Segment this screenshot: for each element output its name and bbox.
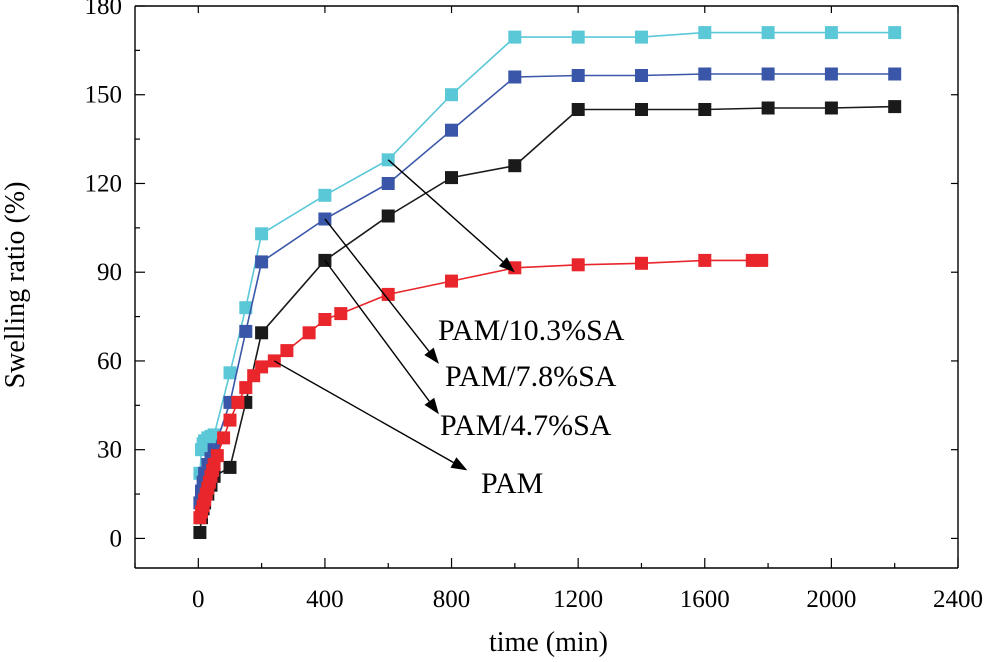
annotation-label: PAM/10.3%SA (438, 314, 625, 347)
y-axis-title: Swelling ratio (%) (0, 182, 31, 389)
data-point (217, 431, 231, 445)
y-tick-label: 0 (110, 525, 123, 552)
x-tick-label: 0 (192, 586, 205, 613)
data-point (824, 67, 838, 81)
annotation-label: PAM/4.7%SA (440, 409, 612, 442)
data-point (635, 30, 648, 44)
annotation-arrow-line (387, 159, 504, 263)
annotation: PAM/10.3%SA (387, 159, 625, 347)
x-tick-label: 1200 (553, 586, 603, 613)
data-point (318, 313, 332, 326)
data-point (698, 253, 712, 267)
data-point (239, 324, 253, 338)
data-point (302, 326, 316, 340)
annotation: PAM/7.8%SA (324, 218, 617, 393)
y-tick-label: 30 (97, 437, 122, 464)
data-point (445, 88, 458, 102)
x-tick-label: 800 (433, 586, 471, 613)
annotation-label: PAM/7.8%SA (445, 360, 617, 393)
y-tick-label: 150 (85, 82, 123, 109)
data-point (571, 103, 585, 116)
x-tick-label: 1600 (680, 586, 730, 613)
y-tick-label: 120 (85, 170, 123, 197)
data-point (571, 69, 585, 82)
data-point (824, 26, 838, 40)
series-layer (193, 26, 902, 539)
data-point (239, 381, 253, 395)
data-point (280, 344, 294, 358)
data-point (508, 30, 522, 44)
x-tick-label: 2400 (933, 586, 983, 613)
data-point (267, 354, 281, 368)
y-tick-label: 180 (85, 0, 123, 20)
data-point (755, 253, 769, 267)
x-tick-label: 2000 (806, 586, 856, 613)
data-point (381, 177, 395, 190)
data-point (635, 256, 648, 270)
data-point (508, 261, 522, 275)
data-point (445, 171, 458, 185)
annotation-arrow-line (324, 218, 430, 352)
annotation-arrowhead (450, 457, 468, 471)
data-point (888, 26, 902, 40)
axes-layer: 0 30 60 90 120 150 180 0 400 800 1200 1600 2000 2400 (85, 0, 984, 613)
data-point (571, 30, 585, 44)
data-point (445, 274, 458, 288)
annotation-layer: PAM/10.3%SA PAM/7.8%SA PAM/4.7%SA PAM (273, 159, 625, 500)
data-point (508, 70, 522, 84)
data-point (888, 100, 902, 114)
y-tick-label: 60 (97, 348, 122, 375)
data-point (635, 69, 648, 82)
data-point (381, 287, 395, 301)
data-point (445, 123, 458, 137)
data-point (824, 101, 838, 115)
y-tick-label: 90 (97, 259, 122, 286)
data-point (698, 67, 712, 81)
data-point (223, 366, 237, 380)
data-point (508, 159, 522, 173)
data-point (223, 413, 237, 427)
data-point (223, 460, 237, 474)
series-pam (193, 253, 769, 525)
data-point (381, 209, 395, 223)
data-point (193, 526, 207, 539)
annotation-label: PAM (481, 467, 543, 500)
data-point (761, 67, 775, 81)
annotation: PAM/4.7%SA (324, 259, 612, 442)
annotation-arrow-line (273, 360, 454, 464)
data-point (255, 326, 269, 340)
data-point (888, 67, 902, 81)
data-point (761, 26, 775, 40)
annotation: PAM (273, 360, 543, 500)
data-point (334, 307, 348, 321)
annotation-arrowhead (424, 397, 439, 415)
annotation-arrowhead (424, 347, 439, 364)
annotation-arrow-line (324, 259, 430, 402)
data-point (571, 258, 585, 272)
data-point (255, 255, 269, 269)
data-point (318, 188, 332, 202)
data-point (635, 103, 648, 116)
x-tick-label: 400 (306, 586, 344, 613)
data-point (698, 103, 712, 116)
data-point (255, 227, 269, 241)
data-point (698, 26, 712, 40)
data-point (231, 395, 245, 409)
annotation-arrowhead (498, 257, 515, 273)
data-point (255, 360, 269, 374)
data-point (239, 301, 253, 315)
data-point (210, 449, 224, 463)
x-axis-title: time (min) (489, 627, 608, 658)
data-point (761, 101, 775, 115)
